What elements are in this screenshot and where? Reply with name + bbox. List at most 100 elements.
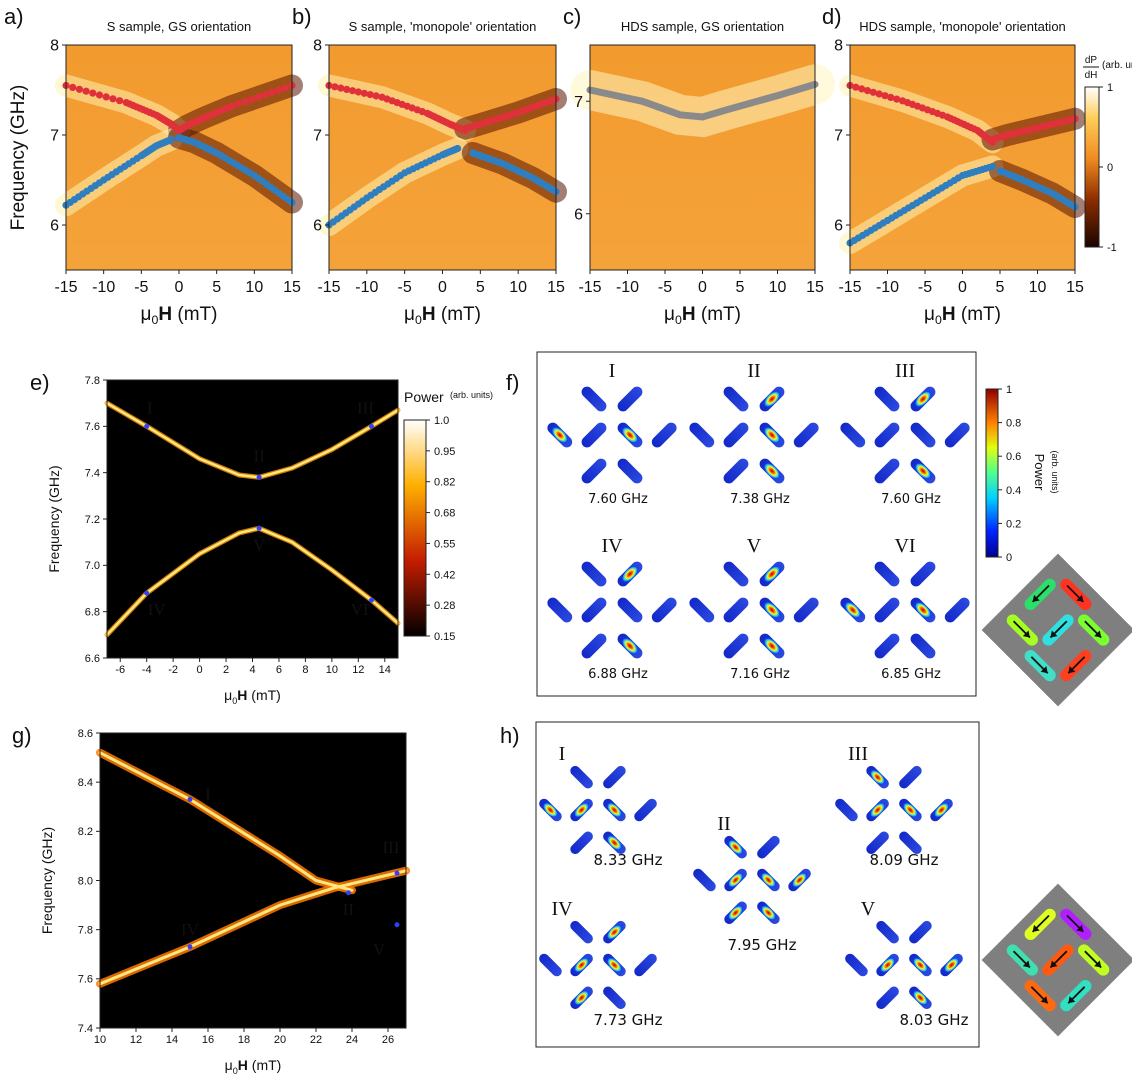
x-tick-label: 12 bbox=[352, 664, 364, 676]
mode-label: V bbox=[373, 940, 386, 959]
x-tick-label: 0 bbox=[698, 279, 707, 296]
magnet-arrow bbox=[1060, 980, 1092, 1012]
colorbar-tick-label: 1 bbox=[1107, 82, 1113, 94]
data-point bbox=[69, 83, 77, 91]
series-line bbox=[257, 408, 400, 479]
mode-map-III: III 8.09 GHz bbox=[835, 743, 953, 869]
data-point bbox=[348, 87, 357, 95]
nanomagnet bbox=[876, 920, 899, 944]
colorbar-tick-label: 0.42 bbox=[434, 569, 455, 581]
magnet-arrow bbox=[1078, 944, 1110, 976]
x-tick-label: 0 bbox=[197, 664, 203, 676]
nanomagnet bbox=[581, 633, 607, 659]
nanomagnet bbox=[940, 953, 963, 977]
mode-label: I bbox=[147, 398, 153, 417]
nanomagnet bbox=[689, 422, 715, 448]
nanomagnet bbox=[910, 597, 936, 623]
mode-numeral: VI bbox=[894, 535, 915, 557]
mode-frequency: 7.60 GHz bbox=[881, 492, 941, 507]
panel-frame bbox=[536, 351, 977, 697]
x-tick-label: 10 bbox=[94, 1034, 106, 1046]
nanomagnet bbox=[793, 422, 819, 448]
x-tick-label: 26 bbox=[382, 1034, 394, 1046]
hotspot bbox=[764, 463, 780, 479]
nanomagnet bbox=[724, 835, 747, 859]
y-tick-label: 6.6 bbox=[85, 653, 100, 665]
y-tick-label: 7.6 bbox=[78, 974, 93, 986]
x-tick-label: -4 bbox=[142, 664, 152, 676]
hotspot bbox=[880, 957, 895, 973]
nanomagnet bbox=[581, 597, 607, 623]
data-point bbox=[875, 90, 883, 98]
nanomagnet bbox=[724, 868, 747, 892]
mode-marker bbox=[187, 796, 193, 802]
nanomagnet bbox=[581, 458, 607, 484]
y-tick-label: 6 bbox=[574, 206, 583, 223]
hotspot bbox=[761, 872, 776, 888]
nanomagnet bbox=[634, 798, 657, 822]
x-tick-label: 16 bbox=[202, 1034, 214, 1046]
nanomagnet bbox=[840, 422, 866, 448]
y-tick-label: 7.4 bbox=[78, 1023, 93, 1035]
nanomagnet bbox=[547, 422, 573, 448]
mode-map-V: V 7.16 GHz bbox=[689, 535, 819, 682]
series-line bbox=[105, 527, 261, 637]
x-tick-label: 0 bbox=[438, 279, 447, 296]
mode-label: I bbox=[205, 784, 211, 803]
nanomagnet bbox=[603, 953, 626, 977]
data-point bbox=[366, 91, 374, 99]
nanomagnet bbox=[899, 765, 922, 789]
series-line bbox=[98, 869, 408, 986]
nanomagnet bbox=[757, 835, 780, 859]
nanomagnet bbox=[757, 868, 780, 892]
x-axis-label: μ0H (mT) bbox=[141, 304, 218, 327]
mode-frequency: 7.95 GHz bbox=[728, 936, 797, 954]
data-point bbox=[95, 91, 104, 99]
colorbar-tick-label: 0.68 bbox=[434, 508, 455, 520]
colorbar-tick-label: 0.4 bbox=[1006, 485, 1021, 497]
nanomagnet bbox=[570, 920, 593, 944]
nanomagnet bbox=[617, 458, 643, 484]
data-point bbox=[248, 95, 256, 103]
mode-frequency: 8.33 GHz bbox=[594, 851, 663, 869]
nanomagnet bbox=[866, 798, 889, 822]
mode-frequency: 6.88 GHz bbox=[588, 667, 648, 682]
magnet-arrow bbox=[1060, 650, 1092, 682]
mode-map-VI: VI 6.85 GHz bbox=[840, 535, 970, 682]
data-point bbox=[261, 91, 269, 99]
chart-panel-c: -15 -10 -5 0 5 10 15 6 7 HDS sample, GS orientati… bbox=[570, 19, 835, 327]
nanomagnet bbox=[866, 831, 889, 855]
x-tick-label: -10 bbox=[616, 279, 639, 296]
y-tick-label: 8 bbox=[313, 38, 322, 55]
panel-letter: h) bbox=[500, 723, 520, 748]
data-point bbox=[281, 84, 289, 92]
nanomagnet bbox=[603, 986, 626, 1010]
y-tick-label: 7 bbox=[313, 128, 322, 145]
nanomagnet bbox=[689, 597, 715, 623]
mode-marker bbox=[369, 597, 375, 603]
panel-letter: e) bbox=[30, 370, 50, 395]
data-point bbox=[858, 85, 866, 93]
y-tick-label: 7.2 bbox=[85, 514, 100, 526]
x-axis-label: μ0H (mT) bbox=[404, 304, 481, 327]
magnet-arrow bbox=[1060, 908, 1092, 940]
nanomagnet bbox=[876, 953, 899, 977]
nanomagnet bbox=[910, 422, 936, 448]
magnet-arrow bbox=[1078, 614, 1110, 646]
y-tick-label: 6 bbox=[834, 218, 843, 235]
y-tick-label: 6 bbox=[313, 218, 322, 235]
mode-numeral: III bbox=[848, 743, 868, 765]
nanomagnet bbox=[570, 986, 593, 1010]
chart-panel-a: -15 -10 -5 0 5 10 15 6 7 8 S sample, GS orientatio… bbox=[8, 19, 303, 327]
data-point bbox=[343, 85, 351, 93]
y-tick-label: 7 bbox=[574, 94, 583, 111]
mode-marker bbox=[369, 423, 375, 429]
y-axis-label: Frequency (GHz) bbox=[39, 827, 55, 934]
mode-map-I: I 7.60 GHz bbox=[547, 360, 677, 507]
hotspot bbox=[903, 802, 918, 818]
x-axis-label: μ0H (mT) bbox=[224, 687, 281, 706]
mode-numeral: II bbox=[747, 360, 760, 382]
mode-map-V: V 8.03 GHz bbox=[845, 898, 969, 1029]
panel-title: HDS sample, 'monopole' orientation bbox=[859, 19, 1066, 34]
x-tick-label: -5 bbox=[918, 279, 932, 296]
